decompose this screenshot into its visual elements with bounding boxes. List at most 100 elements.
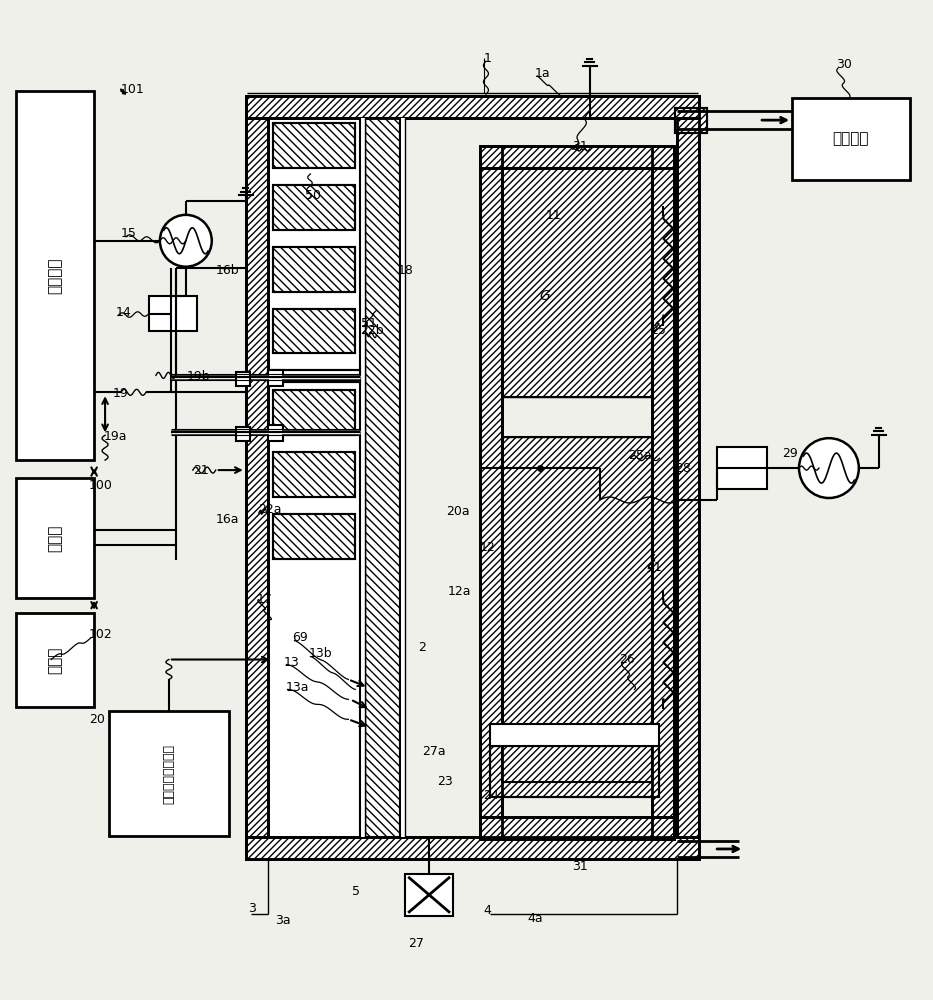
Circle shape xyxy=(799,438,859,498)
Bar xyxy=(245,96,700,118)
Text: 4: 4 xyxy=(483,904,491,917)
Bar xyxy=(677,118,700,837)
Text: 19a: 19a xyxy=(104,430,128,443)
Bar xyxy=(490,724,660,746)
Text: 15: 15 xyxy=(121,227,137,240)
Text: 1a: 1a xyxy=(535,67,550,80)
Bar xyxy=(245,96,700,118)
Text: 69: 69 xyxy=(293,631,308,644)
Bar xyxy=(272,390,355,435)
Text: 102: 102 xyxy=(90,628,113,641)
Bar xyxy=(400,118,405,837)
Bar xyxy=(245,837,700,859)
Text: 2: 2 xyxy=(418,641,426,654)
Text: 41: 41 xyxy=(647,561,662,574)
Bar xyxy=(675,108,707,133)
Text: 20: 20 xyxy=(90,713,105,726)
Text: 22b: 22b xyxy=(360,324,384,337)
Text: 24: 24 xyxy=(483,789,499,802)
Bar xyxy=(268,370,360,382)
Text: 17: 17 xyxy=(257,593,272,606)
Bar xyxy=(480,146,502,839)
Text: 4a: 4a xyxy=(528,912,543,925)
Text: 16a: 16a xyxy=(216,513,239,526)
Text: 处理气体供给系统: 处理气体供给系统 xyxy=(162,744,175,804)
Text: 3: 3 xyxy=(247,902,256,915)
Bar xyxy=(502,168,652,397)
Bar xyxy=(17,91,94,460)
Text: 25a: 25a xyxy=(629,449,652,462)
Bar xyxy=(272,247,355,292)
Bar xyxy=(149,296,197,331)
Text: 51: 51 xyxy=(361,317,377,330)
Bar xyxy=(677,118,700,837)
Bar xyxy=(245,837,700,859)
Bar xyxy=(490,746,660,797)
Bar xyxy=(245,118,268,837)
Text: 12a: 12a xyxy=(448,585,471,598)
Text: 14: 14 xyxy=(116,306,132,319)
Text: 13b: 13b xyxy=(309,647,332,660)
Bar xyxy=(480,146,502,839)
Text: G: G xyxy=(540,289,550,303)
Text: 18: 18 xyxy=(397,264,413,277)
Text: 27a: 27a xyxy=(422,745,446,758)
Text: 排气装置: 排气装置 xyxy=(832,132,870,147)
Text: 29: 29 xyxy=(782,447,798,460)
Text: 26: 26 xyxy=(620,653,635,666)
Bar xyxy=(272,309,355,353)
Text: 11: 11 xyxy=(546,209,562,222)
Bar xyxy=(17,613,94,707)
Bar xyxy=(360,118,366,837)
Bar xyxy=(405,874,453,916)
Bar xyxy=(502,168,652,397)
Text: 27: 27 xyxy=(408,937,425,950)
Text: 13: 13 xyxy=(284,656,299,669)
Bar xyxy=(272,514,355,559)
Bar xyxy=(480,817,675,839)
Text: 100: 100 xyxy=(90,479,113,492)
Bar xyxy=(109,711,229,836)
Bar xyxy=(272,123,355,168)
Text: 控制部: 控制部 xyxy=(48,524,63,552)
Text: 28: 28 xyxy=(675,462,691,475)
Bar xyxy=(272,185,355,230)
Bar xyxy=(272,309,355,353)
Bar xyxy=(272,452,355,497)
Bar xyxy=(268,370,283,386)
Text: 12: 12 xyxy=(480,541,495,554)
Text: 31: 31 xyxy=(572,140,588,153)
Text: 5: 5 xyxy=(353,885,360,898)
Text: 1: 1 xyxy=(484,52,492,65)
Text: 50: 50 xyxy=(305,189,322,202)
Bar xyxy=(502,437,652,782)
Circle shape xyxy=(160,215,212,267)
Text: 23: 23 xyxy=(437,775,453,788)
Bar xyxy=(480,817,675,839)
Bar xyxy=(17,478,94,598)
Bar xyxy=(366,118,400,837)
Text: 25: 25 xyxy=(650,324,666,337)
Bar xyxy=(675,108,707,133)
Text: 19: 19 xyxy=(113,387,129,400)
Bar xyxy=(268,118,360,837)
Bar xyxy=(480,146,675,168)
Text: 3a: 3a xyxy=(275,914,291,927)
Text: 22a: 22a xyxy=(258,503,282,516)
Bar xyxy=(272,185,355,230)
Bar xyxy=(236,427,250,441)
Text: 21: 21 xyxy=(193,464,209,477)
Bar xyxy=(272,123,355,168)
Bar xyxy=(272,514,355,559)
Text: 16b: 16b xyxy=(216,264,240,277)
Bar xyxy=(480,146,675,168)
Bar xyxy=(502,437,652,782)
Text: 30: 30 xyxy=(836,58,852,71)
Bar xyxy=(272,390,355,435)
Bar xyxy=(490,746,660,797)
Bar xyxy=(236,372,250,386)
Bar xyxy=(268,425,283,441)
Bar xyxy=(272,452,355,497)
Text: 13a: 13a xyxy=(285,681,309,694)
Text: 19b: 19b xyxy=(187,370,211,383)
